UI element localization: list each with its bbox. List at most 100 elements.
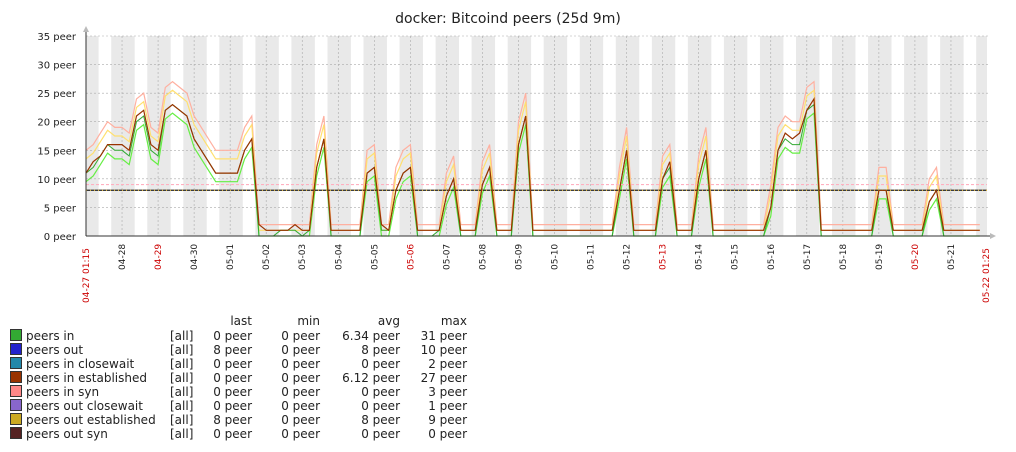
legend-label: peers in bbox=[26, 329, 75, 343]
legend-header-row: last min avg max bbox=[0, 313, 467, 329]
legend-row: peers in [all] 0 peer 0 peer 6.34 peer 31 pee… bbox=[0, 329, 467, 343]
legend-min: 0 peer bbox=[281, 329, 320, 343]
y-tick-label: 10 peer bbox=[37, 175, 77, 186]
legend-series-name: peers in closewait bbox=[0, 357, 170, 371]
legend-rows: peers in [all] 0 peer 0 peer 6.34 peer 31 pee… bbox=[0, 329, 467, 441]
legend-avg: 6.12 peer bbox=[342, 371, 400, 385]
legend-label: peers in closewait bbox=[26, 357, 135, 371]
legend-last: 0 peer bbox=[213, 357, 252, 371]
x-tick-label: 05-04 bbox=[334, 244, 344, 270]
day-band bbox=[350, 36, 364, 236]
night-bands bbox=[86, 36, 987, 236]
day-band bbox=[819, 36, 833, 236]
x-tick-label: 05-07 bbox=[442, 244, 452, 270]
legend-swatch bbox=[10, 357, 22, 369]
legend-label: peers out established bbox=[26, 413, 156, 427]
x-tick-label: 05-16 bbox=[767, 244, 777, 270]
legend-max: 3 peer bbox=[428, 385, 467, 399]
day-band bbox=[495, 36, 508, 236]
legend-min: 0 peer bbox=[281, 385, 320, 399]
legend-max: 0 peer bbox=[428, 427, 467, 441]
legend-swatch bbox=[10, 427, 22, 439]
legend-last: 0 peer bbox=[213, 427, 252, 441]
legend-last: 8 peer bbox=[213, 413, 252, 427]
legend-label: peers in syn bbox=[26, 385, 100, 399]
x-axis-arrow-icon bbox=[990, 233, 996, 239]
chart-title: docker: Bitcoind peers (25d 9m) bbox=[395, 11, 621, 27]
legend-scope: [all] bbox=[170, 385, 194, 399]
day-band bbox=[134, 36, 148, 236]
x-tick-label: 05-01 bbox=[226, 244, 236, 270]
day-band bbox=[747, 36, 760, 236]
legend-max: 2 peer bbox=[428, 357, 467, 371]
x-tick-label: 04-30 bbox=[190, 244, 200, 270]
legend-last: 0 peer bbox=[213, 371, 252, 385]
x-tick-label: 04-29 bbox=[154, 244, 164, 270]
legend-swatch bbox=[10, 343, 22, 355]
legend-series-name: peers in bbox=[0, 329, 170, 343]
legend-last: 8 peer bbox=[213, 343, 252, 357]
legend-table: last min avg max peers in [all] 0 peer 0 pe… bbox=[0, 313, 467, 441]
legend-label: peers in established bbox=[26, 371, 147, 385]
day-band bbox=[98, 36, 112, 236]
x-tick-label: 05-10 bbox=[551, 244, 561, 270]
x-tick-label: 05-11 bbox=[587, 244, 597, 270]
legend-avg: 0 peer bbox=[361, 399, 400, 413]
legend-avg: 0 peer bbox=[361, 427, 400, 441]
legend-row: peers out established [all] 8 peer 0 peer 8 … bbox=[0, 413, 467, 427]
y-axis-ticks: 0 peer 5 peer 10 peer 15 peer 20 peer 25 peer… bbox=[37, 32, 77, 243]
y-tick-label: 20 peer bbox=[37, 118, 77, 129]
legend-scope: [all] bbox=[170, 329, 194, 343]
legend-min: 0 peer bbox=[281, 343, 320, 357]
x-tick-label: 05-15 bbox=[731, 244, 741, 270]
legend-scope: [all] bbox=[170, 399, 194, 413]
legend-row: peers out [all] 8 peer 0 peer 8 peer 10 peer bbox=[0, 343, 467, 357]
x-tick-label: 05-08 bbox=[478, 244, 488, 270]
legend-scope: [all] bbox=[170, 427, 194, 441]
legend-avg: 8 peer bbox=[361, 413, 400, 427]
legend-max: 10 peer bbox=[420, 343, 467, 357]
legend-swatch bbox=[10, 413, 22, 425]
legend-label: peers out bbox=[26, 343, 84, 357]
day-band bbox=[855, 36, 869, 236]
day-band bbox=[242, 36, 256, 236]
day-band bbox=[711, 36, 724, 236]
x-tick-label: 05-03 bbox=[298, 244, 308, 270]
legend-series-name: peers out established bbox=[0, 413, 170, 427]
legend-max: 31 peer bbox=[420, 329, 467, 343]
day-band bbox=[531, 36, 544, 236]
y-tick-label: 35 peer bbox=[37, 32, 77, 43]
x-start-label: 04-27 01:15 bbox=[82, 248, 92, 303]
legend-last: 0 peer bbox=[213, 329, 252, 343]
day-band bbox=[170, 36, 184, 236]
x-tick-label: 05-12 bbox=[623, 244, 633, 270]
header-avg: avg bbox=[377, 314, 400, 328]
legend-series-name: peers out syn bbox=[0, 427, 170, 441]
legend-swatch bbox=[10, 329, 22, 341]
day-band bbox=[278, 36, 292, 236]
legend-row: peers in closewait [all] 0 peer 0 peer 0 pee… bbox=[0, 357, 467, 371]
day-band bbox=[459, 36, 472, 236]
legend-label: peers out syn bbox=[26, 427, 108, 441]
x-tick-label: 05-09 bbox=[514, 244, 524, 270]
header-min: min bbox=[297, 314, 320, 328]
day-band bbox=[891, 36, 905, 236]
legend-last: 0 peer bbox=[213, 385, 252, 399]
legend-row: peers out closewait [all] 0 peer 0 peer 0 pe… bbox=[0, 399, 467, 413]
x-tick-label: 05-17 bbox=[803, 244, 813, 270]
x-tick-label: 05-19 bbox=[875, 244, 885, 270]
chart: docker: Bitcoind peers (25d 9m) 0 peer 5 … bbox=[37, 11, 996, 303]
day-band bbox=[567, 36, 580, 236]
x-tick-label: 04-28 bbox=[118, 244, 128, 270]
day-band bbox=[422, 36, 436, 236]
day-band bbox=[639, 36, 652, 236]
legend-min: 0 peer bbox=[281, 371, 320, 385]
legend-row: peers in established [all] 0 peer 0 peer 6.1… bbox=[0, 371, 467, 385]
day-band bbox=[603, 36, 616, 236]
legend-avg: 6.34 peer bbox=[342, 329, 400, 343]
legend-swatch bbox=[10, 371, 22, 383]
legend-series-name: peers in established bbox=[0, 371, 170, 385]
y-tick-label: 15 peer bbox=[37, 146, 77, 157]
legend-scope: [all] bbox=[170, 343, 194, 357]
series-peers-in-established bbox=[85, 96, 980, 232]
